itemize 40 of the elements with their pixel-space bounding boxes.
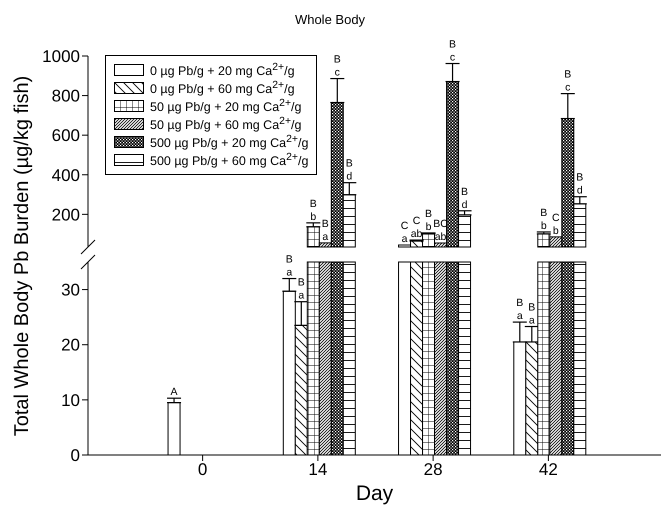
legend-label: 0 µg Pb/g + 60 mg Ca$^{2+}$/g bbox=[150, 80, 295, 96]
legend-label: 500 µg Pb/g + 60 mg Ca$^{2+}$/g bbox=[150, 152, 308, 168]
x-axis-title: Day bbox=[356, 482, 394, 505]
legend-label: 500 µg Pb/g + 20 mg Ca$^{2+}$/g bbox=[150, 134, 308, 150]
y-tick-label: 10 bbox=[61, 390, 80, 410]
x-tick-label: 42 bbox=[538, 460, 558, 480]
y-tick-label: 600 bbox=[52, 126, 80, 146]
x-tick-label: 0 bbox=[198, 460, 208, 480]
y-tick-label: 20 bbox=[61, 336, 80, 355]
y-tick-label: 1000 bbox=[42, 47, 80, 66]
data-label: B a bbox=[298, 276, 305, 302]
data-label: B c bbox=[449, 38, 456, 64]
data-label: C a bbox=[400, 220, 409, 246]
legend-label: 0 µg Pb/g + 20 mg Ca$^{2+}$/g bbox=[150, 62, 295, 78]
data-label: B b bbox=[540, 206, 548, 232]
data-label: A bbox=[170, 386, 178, 398]
y-tick-label: 800 bbox=[52, 86, 80, 106]
data-label: C ab bbox=[410, 215, 423, 240]
y-tick-label: 0 bbox=[70, 446, 80, 466]
data-label: B d bbox=[576, 172, 584, 197]
data-label: B a bbox=[516, 297, 524, 322]
data-label: B d bbox=[461, 186, 468, 211]
legend-label: 50 µg Pb/g + 60 mg Ca$^{2+}$/g bbox=[150, 116, 302, 132]
y-tick-label: 200 bbox=[52, 205, 80, 224]
y-axis-title: Total Whole Body Pb Burden (µg/kg fish) bbox=[11, 76, 33, 436]
data-label: B a bbox=[322, 218, 329, 243]
data-label: C b bbox=[552, 212, 560, 237]
data-label: B c bbox=[564, 68, 572, 94]
y-tick-label: 400 bbox=[52, 166, 80, 185]
legend-label: 50 µg Pb/g + 20 mg Ca$^{2+}$/g bbox=[150, 98, 302, 114]
data-label: B c bbox=[334, 54, 341, 79]
chart-title: Whole Body bbox=[294, 12, 366, 27]
y-tick-label: 30 bbox=[61, 280, 80, 300]
x-tick-label: 14 bbox=[308, 460, 328, 480]
data-label: B a bbox=[286, 254, 293, 279]
data-label: B b bbox=[310, 198, 317, 223]
data-label: B b bbox=[425, 208, 432, 233]
data-label: B a bbox=[528, 302, 536, 327]
data-label: B d bbox=[346, 158, 353, 183]
x-tick-label: 28 bbox=[424, 460, 443, 480]
